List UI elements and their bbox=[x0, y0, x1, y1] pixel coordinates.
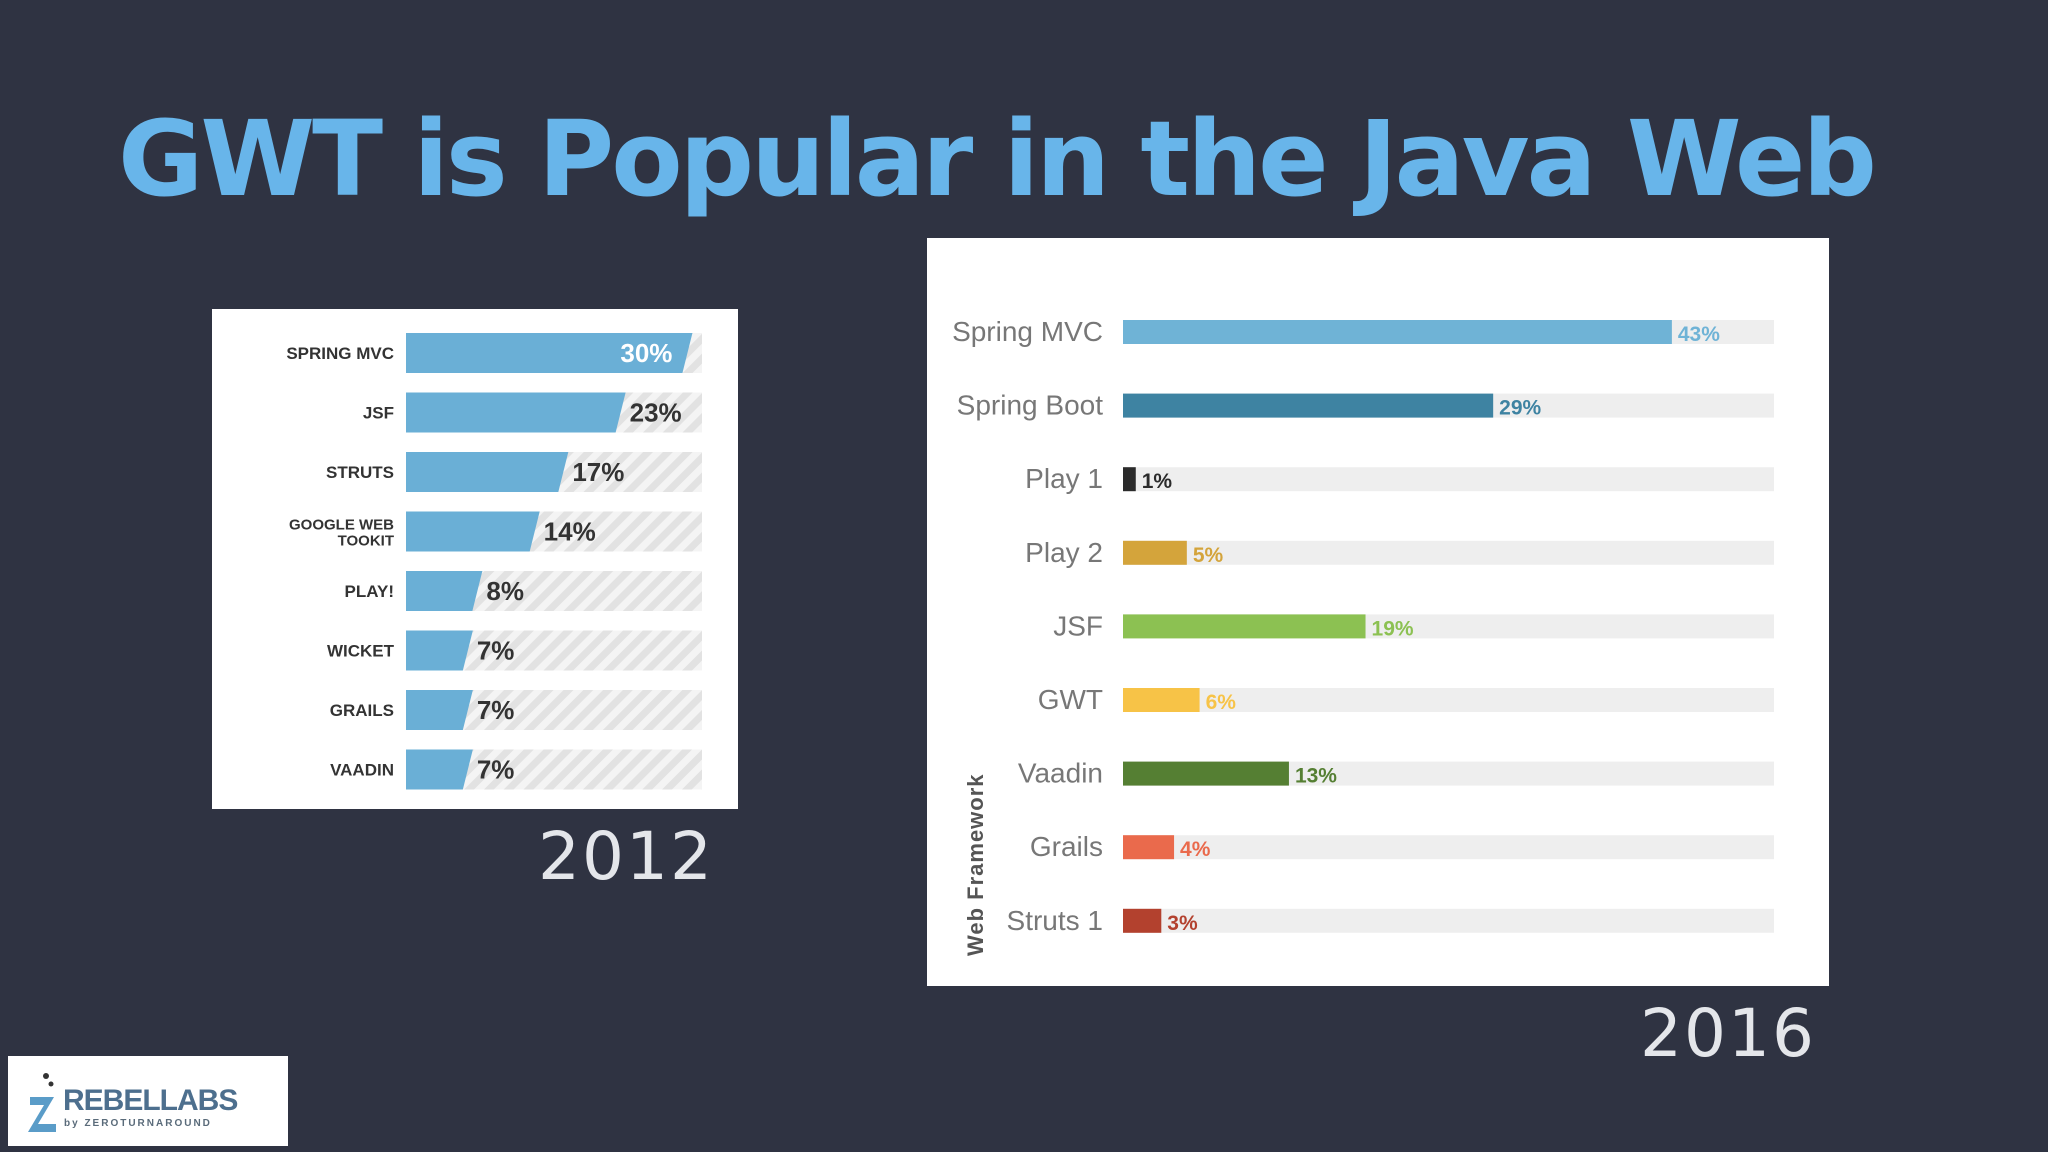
value-label-2016: 29% bbox=[1499, 397, 1541, 420]
category-label-2012: WICKET bbox=[327, 642, 395, 661]
value-label-2016: 43% bbox=[1678, 323, 1720, 346]
bar-track-2016 bbox=[1123, 688, 1774, 712]
bar-2012 bbox=[406, 571, 483, 611]
category-label-2016: Vaadin bbox=[1018, 758, 1103, 789]
logo-z-shape bbox=[28, 1097, 56, 1132]
value-label-2012: 23% bbox=[630, 398, 682, 428]
bar-2016 bbox=[1123, 540, 1187, 565]
category-label-2016: Play 1 bbox=[1025, 463, 1103, 494]
rebellabs-logo-mark bbox=[28, 1073, 56, 1132]
bar-2016 bbox=[1123, 467, 1136, 492]
bar-2016 bbox=[1123, 835, 1175, 860]
year-2012-caption: 2012 bbox=[538, 818, 714, 895]
category-label-2016: Grails bbox=[1030, 831, 1103, 862]
category-label-2016: Play 2 bbox=[1025, 537, 1103, 568]
value-label-2012: 8% bbox=[486, 576, 524, 606]
chart-2012-panel: SPRING MVC 30% JSF 23% STRUTS 17% GOOGLE WEB TO… bbox=[212, 309, 738, 809]
bar-track-2016 bbox=[1123, 540, 1774, 565]
bar-2016 bbox=[1123, 320, 1672, 344]
category-label-2012: VAADIN bbox=[330, 761, 394, 780]
bar-track-2016 bbox=[1123, 908, 1774, 933]
value-label-2012: 7% bbox=[477, 755, 515, 785]
slide-title: GWT is Popular in the Java Web bbox=[118, 98, 1877, 220]
category-label-2012: PLAY! bbox=[345, 582, 394, 601]
bar-2016 bbox=[1123, 614, 1366, 639]
category-label-2012: STRUTS bbox=[326, 463, 394, 482]
bar-2012 bbox=[406, 333, 693, 373]
category-label-2012: SPRING MVC bbox=[286, 344, 394, 363]
category-label-2016: GWT bbox=[1038, 684, 1103, 715]
chart-2016-panel: Spring MVC 43% Spring Boot 29% Play 1 1% Play … bbox=[927, 238, 1829, 986]
value-label-2012: 30% bbox=[620, 338, 672, 368]
category-label-2016: Spring MVC bbox=[952, 316, 1103, 347]
category-label-2016: Spring Boot bbox=[957, 390, 1104, 421]
category-label-2016: Struts 1 bbox=[1007, 905, 1103, 936]
category-label-2016: JSF bbox=[1053, 610, 1103, 641]
rebellabs-logo: REBELLABS by ZEROTURNAROUND bbox=[8, 1056, 288, 1146]
logo-name: REBELLABS bbox=[63, 1084, 238, 1117]
value-label-2012: 14% bbox=[544, 517, 596, 547]
chart-2012: SPRING MVC 30% JSF 23% STRUTS 17% GOOGLE WEB TO… bbox=[286, 333, 702, 790]
bar-2016 bbox=[1123, 908, 1162, 933]
logo-tagline: by ZEROTURNAROUND bbox=[64, 1118, 212, 1129]
year-2016-caption: 2016 bbox=[1640, 995, 1816, 1072]
value-label-2012: 7% bbox=[477, 695, 515, 725]
bar-2012 bbox=[406, 630, 473, 671]
value-label-2016: 6% bbox=[1206, 691, 1237, 714]
bar-2012 bbox=[406, 511, 540, 552]
value-label-2012: 17% bbox=[572, 457, 624, 487]
value-label-2016: 19% bbox=[1372, 617, 1414, 640]
chart-2016: Spring MVC 43% Spring Boot 29% Play 1 1% Play … bbox=[952, 316, 1774, 956]
bar-2012 bbox=[406, 690, 473, 730]
logo-dot bbox=[48, 1081, 54, 1087]
category-label-2012: GOOGLE WEB TOOKIT bbox=[289, 517, 394, 550]
y-axis-label-2016: Web Framework bbox=[963, 773, 988, 956]
bar-2012 bbox=[406, 392, 626, 433]
bar-2016 bbox=[1123, 761, 1289, 786]
category-label-2012: GRAILS bbox=[330, 701, 394, 720]
category-label-2012: JSF bbox=[363, 404, 394, 423]
value-label-2016: 5% bbox=[1193, 544, 1224, 567]
logo-dot bbox=[43, 1073, 49, 1079]
value-label-2016: 13% bbox=[1295, 765, 1337, 788]
bar-2012 bbox=[406, 749, 473, 790]
value-label-2016: 4% bbox=[1180, 838, 1211, 861]
value-label-2016: 3% bbox=[1167, 912, 1198, 935]
bar-track-2016 bbox=[1123, 467, 1774, 492]
value-label-2016: 1% bbox=[1142, 470, 1173, 493]
value-label-2012: 7% bbox=[477, 636, 515, 666]
bar-2016 bbox=[1123, 688, 1200, 712]
bar-2012 bbox=[406, 452, 569, 492]
bar-track-2016 bbox=[1123, 835, 1774, 860]
bar-2016 bbox=[1123, 393, 1494, 418]
